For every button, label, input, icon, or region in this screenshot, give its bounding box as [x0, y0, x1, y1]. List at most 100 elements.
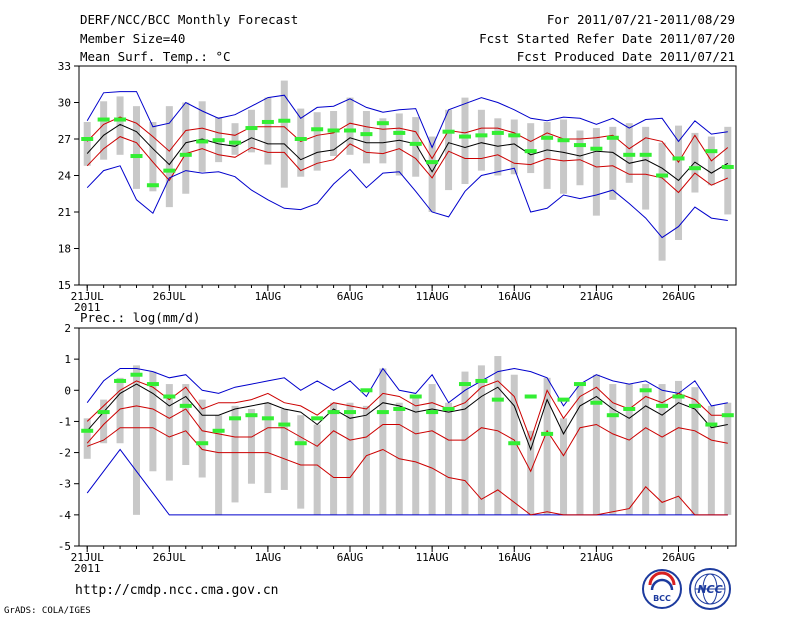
precipitation-spread-bar	[379, 368, 387, 515]
precipitation-spread-bar	[215, 415, 223, 515]
precipitation-spread-bar	[691, 387, 699, 515]
temperature-observed-marker	[639, 152, 652, 157]
precipitation-observed-marker	[426, 410, 439, 415]
temperature-observed-marker	[491, 130, 504, 135]
temperature-spread-bar	[330, 111, 338, 157]
temperature-observed-marker	[196, 139, 209, 144]
precipitation-observed-marker	[458, 382, 471, 387]
precipitation-observed-marker	[114, 378, 127, 383]
precipitation-spread-bar	[494, 356, 502, 515]
precipitation-max-line	[86, 367, 728, 407]
precipitation-spread-bar	[724, 402, 732, 515]
source-url[interactable]: http://cmdp.ncc.cma.gov.cn	[75, 583, 279, 598]
temperature-ytick-label: 33	[58, 60, 71, 73]
temperature-observed-marker	[524, 149, 537, 154]
precipitation-observed-marker	[278, 422, 291, 427]
member-size: Member Size=40	[80, 31, 185, 46]
precipitation-observed-marker	[196, 441, 209, 446]
temperature-observed-marker	[688, 166, 701, 171]
temperature-max-line	[86, 91, 728, 149]
temperature-observed-marker	[130, 154, 143, 159]
temperature-spread-bar	[592, 128, 600, 216]
precipitation-observed-marker	[688, 403, 701, 408]
precipitation-spread-bar	[412, 396, 420, 515]
precipitation-observed-marker	[475, 378, 488, 383]
fcst-produced-date: Fcst Produced Date 2011/07/21	[517, 49, 735, 64]
temperature-q1-line	[86, 136, 729, 194]
temperature-spread-bar	[428, 136, 436, 212]
temperature-observed-marker	[458, 134, 471, 139]
temperature-ytick-label: 21	[58, 206, 71, 219]
temperature-observed-marker	[146, 183, 159, 188]
temperature-xtick-label: 21AUG	[580, 290, 613, 303]
temperature-observed-marker	[261, 119, 274, 124]
temperature-spread-bar	[247, 109, 255, 153]
precipitation-spread-bar	[658, 384, 666, 515]
precipitation-observed-marker	[130, 372, 143, 377]
precipitation-ytick-label: 0	[64, 384, 71, 397]
precipitation-observed-marker	[541, 431, 554, 436]
precipitation-observed-marker	[590, 400, 603, 405]
precipitation-observed-marker	[97, 410, 110, 415]
temp-panel-title: Mean Surf. Temp.: °C	[80, 49, 231, 64]
precipitation-spread-bar	[609, 384, 617, 515]
precipitation-observed-marker	[491, 397, 504, 402]
temperature-observed-marker	[508, 133, 521, 138]
prec-panel-title: Prec.: log(mm/d)	[80, 310, 200, 325]
precipitation-observed-marker	[606, 413, 619, 418]
temperature-observed-marker	[311, 127, 324, 132]
temperature-spread-bar	[527, 123, 535, 174]
temperature-observed-marker	[426, 160, 439, 165]
chart-title: DERF/NCC/BCC Monthly Forecast	[80, 12, 298, 27]
precipitation-observed-marker	[163, 394, 176, 399]
temperature-xtick-label: 1AUG	[255, 290, 282, 303]
temperature-spread-bar	[198, 101, 206, 172]
temperature-observed-marker	[409, 141, 422, 146]
temperature-spread-bar	[494, 118, 502, 176]
temperature-xtick-label: 26AUG	[662, 290, 695, 303]
temperature-ytick-label: 15	[58, 279, 71, 292]
precipitation-observed-marker	[393, 406, 406, 411]
precipitation-spread-bar	[297, 415, 305, 509]
precipitation-spread-bar	[83, 418, 91, 459]
temperature-spread-bar	[313, 112, 321, 171]
temperature-spread-bar	[182, 102, 190, 194]
precipitation-xtick-label: 1AUG	[255, 551, 282, 564]
precipitation-observed-marker	[721, 413, 734, 418]
temperature-observed-marker	[672, 156, 685, 161]
precipitation-observed-marker	[656, 403, 669, 408]
precipitation-xtick-sublabel: 2011	[74, 562, 101, 575]
precipitation-spread-bar	[428, 384, 436, 515]
temperature-spread-bar	[576, 130, 584, 186]
temperature-observed-marker	[573, 143, 586, 148]
temperature-observed-marker	[179, 152, 192, 157]
temperature-observed-marker	[393, 130, 406, 135]
precipitation-spread-bar	[642, 384, 650, 515]
precipitation-spread-bar	[362, 405, 370, 515]
precipitation-xtick-label: 26AUG	[662, 551, 695, 564]
precipitation-ytick-label: -3	[58, 478, 71, 491]
precipitation-xtick-label: 6AUG	[337, 551, 364, 564]
precipitation-q3-line	[86, 380, 728, 442]
precipitation-spread-bar	[116, 377, 124, 444]
forecast-period: For 2011/07/21-2011/08/29	[547, 12, 735, 27]
precipitation-observed-marker	[442, 406, 455, 411]
temperature-observed-marker	[541, 135, 554, 140]
precipitation-spread-bar	[100, 399, 108, 444]
precipitation-ytick-label: -1	[58, 415, 71, 428]
precipitation-spread-bar	[198, 399, 206, 478]
grads-credit: GrADS: COLA/IGES	[4, 606, 91, 616]
fcst-start-date: Fcst Started Refer Date 2011/07/20	[479, 31, 735, 46]
temperature-observed-marker	[656, 173, 669, 178]
temperature-xtick-label: 26JUL	[153, 290, 186, 303]
temperature-spread-bar	[609, 126, 617, 200]
precipitation-observed-marker	[557, 397, 570, 402]
temperature-ytick-label: 24	[58, 170, 72, 183]
precipitation-xtick-label: 21AUG	[580, 551, 613, 564]
precipitation-spread-bar	[346, 402, 354, 515]
precipitation-spread-bar	[527, 430, 535, 515]
precipitation-observed-marker	[146, 382, 159, 387]
temperature-spread-bar	[297, 108, 305, 177]
precipitation-spread-bar	[576, 384, 584, 515]
precipitation-frame	[78, 327, 737, 547]
